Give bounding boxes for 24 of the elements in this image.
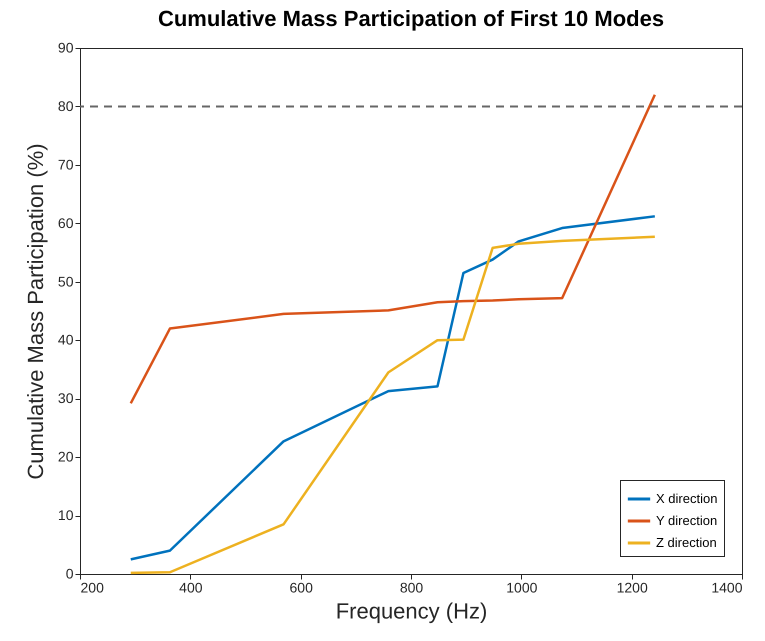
x-tick-label: 200 — [80, 580, 104, 596]
x-tick-label: 800 — [400, 580, 424, 596]
legend-label: Z direction — [656, 535, 717, 550]
x-tick-label: 1200 — [616, 580, 648, 596]
x-tick-label: 600 — [289, 580, 314, 596]
legend-label: X direction — [656, 491, 718, 506]
y-tick-label: 80 — [58, 98, 74, 114]
y-tick-label: 0 — [66, 566, 74, 582]
y-tick-label: 20 — [58, 448, 74, 465]
chart-title: Cumulative Mass Participation of First 10 Modes — [158, 6, 664, 31]
y-tick-label: 70 — [58, 156, 74, 172]
y-tick-label: 60 — [58, 214, 74, 231]
x-tick-label: 1400 — [711, 580, 743, 596]
x-axis-title: Frequency (Hz) — [336, 598, 488, 624]
x-tick-label: 1000 — [506, 580, 538, 596]
legend-label: Y direction — [656, 513, 718, 528]
y-tick-label: 30 — [58, 390, 74, 406]
y-tick-label: 40 — [58, 332, 74, 348]
x-tick-label: 400 — [179, 580, 203, 596]
y-tick-label: 50 — [58, 273, 74, 290]
y-tick-label: 90 — [58, 40, 74, 56]
y-axis-title: Cumulative Mass Participation (%) — [22, 143, 48, 480]
line-series — [130, 94, 656, 405]
y-tick-label: 10 — [58, 507, 74, 524]
